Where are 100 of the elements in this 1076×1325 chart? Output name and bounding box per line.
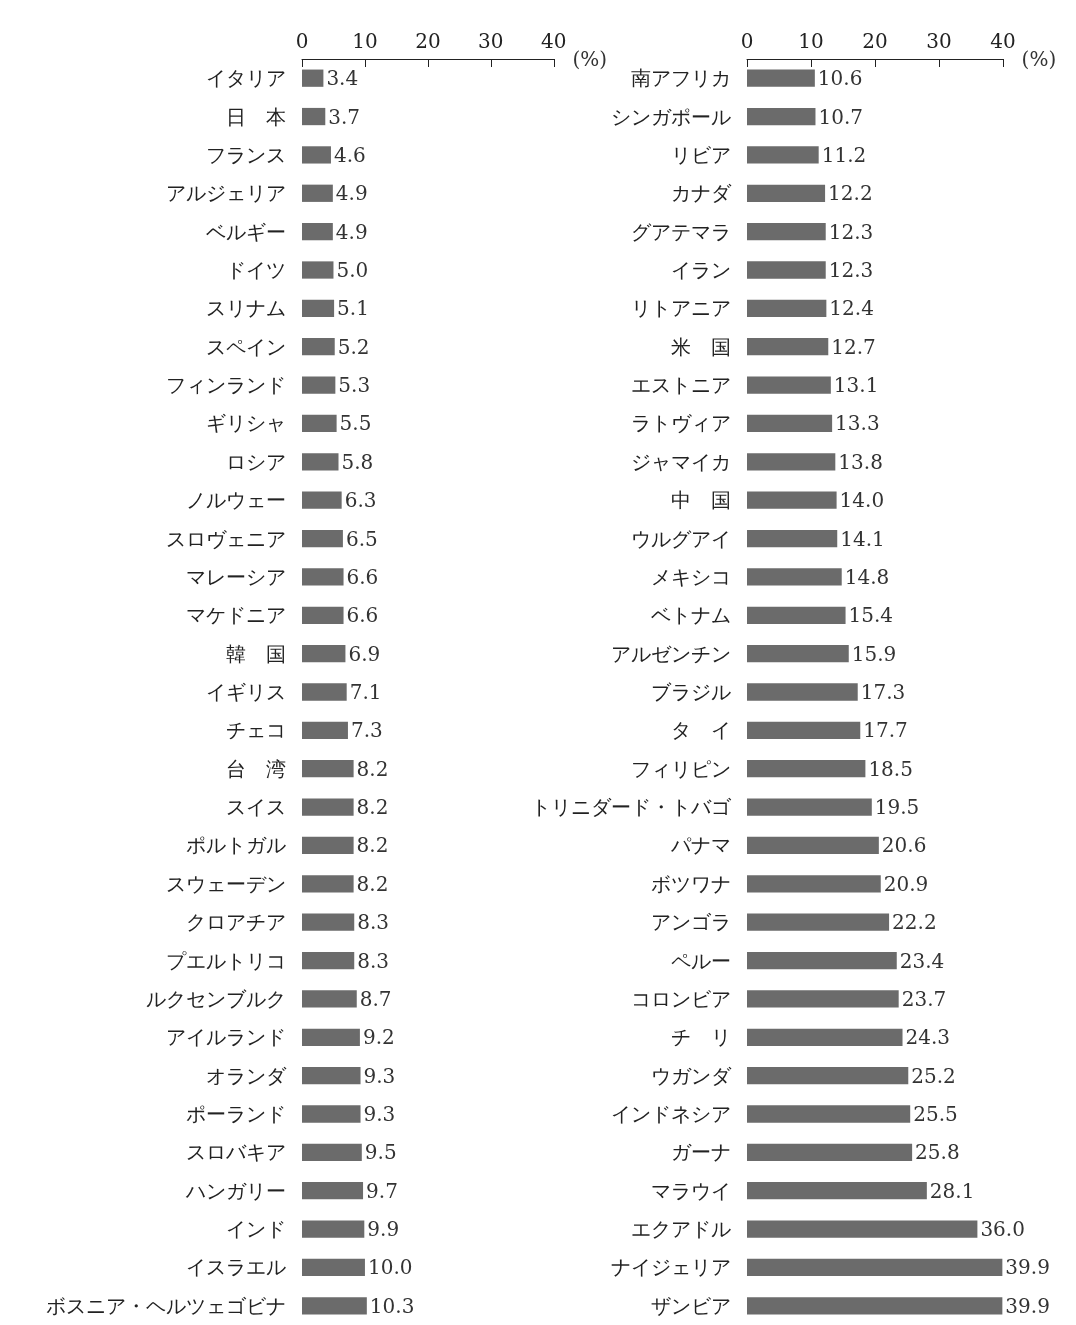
bar — [747, 299, 827, 317]
data-label: 8.3 — [357, 948, 390, 973]
y-tick-label: フィリピン — [631, 756, 731, 781]
bar — [302, 606, 344, 624]
bar — [302, 223, 333, 241]
x-tick-label: 40 — [541, 29, 567, 53]
y-tick-label: シンガポール — [611, 104, 731, 129]
bar — [302, 913, 355, 931]
y-tick-label: スロバキア — [186, 1140, 286, 1165]
data-label: 18.5 — [868, 756, 913, 781]
y-tick-label: ベトナム — [651, 603, 731, 628]
bar — [302, 1182, 364, 1200]
data-label: 12.2 — [828, 181, 873, 206]
x-tick-label: 20 — [415, 29, 441, 53]
bar — [747, 414, 833, 433]
data-label: 11.2 — [821, 142, 867, 167]
y-tick-label: ドイツ — [226, 258, 286, 282]
bar — [747, 107, 816, 126]
bar — [302, 491, 342, 509]
x-tick-label: 20 — [862, 29, 888, 53]
y-tick-label: マケドニア — [186, 603, 286, 628]
data-label: 9.3 — [363, 1063, 396, 1088]
data-label: 12.4 — [829, 296, 874, 321]
data-label: 17.7 — [863, 718, 908, 743]
bar — [747, 990, 899, 1008]
y-tick-label: アルジェリア — [166, 181, 286, 206]
bar — [747, 1105, 911, 1123]
bar — [302, 798, 354, 816]
bar — [302, 376, 336, 394]
bar — [747, 453, 836, 471]
y-tick-label: マラウイ — [651, 1178, 731, 1203]
y-tick-label: イタリア — [206, 66, 286, 91]
data-label: 8.7 — [359, 986, 392, 1011]
data-label: 5.0 — [336, 258, 369, 282]
y-tick-label: ウガンダ — [651, 1063, 732, 1088]
y-tick-label: ベルギー — [206, 219, 286, 244]
bar — [302, 1143, 362, 1161]
y-tick-label: エストニア — [631, 373, 731, 398]
bar — [302, 1105, 361, 1123]
data-label: 14.0 — [839, 488, 885, 513]
bar — [747, 1028, 903, 1046]
y-tick-label: インドネシア — [611, 1102, 731, 1126]
bar — [747, 760, 866, 778]
bar — [747, 645, 849, 663]
data-label: 9.5 — [364, 1140, 397, 1165]
y-tick-label: スペイン — [206, 334, 286, 359]
y-tick-label: コロンビア — [631, 986, 731, 1011]
y-tick-label: マレーシア — [186, 564, 286, 589]
data-label: 9.7 — [366, 1178, 398, 1203]
data-label: 12.7 — [831, 334, 876, 359]
y-tick-label: エクアドル — [631, 1217, 731, 1242]
bar — [302, 645, 346, 663]
x-tick-label: 0 — [740, 29, 754, 53]
y-tick-label: クロアチア — [186, 910, 286, 935]
y-tick-label: ナイジェリア — [611, 1255, 731, 1280]
y-tick-label: スイス — [226, 795, 286, 820]
data-label: 13.1 — [833, 373, 879, 398]
y-tick-label: アルゼンチン — [611, 641, 731, 666]
bar — [302, 107, 326, 126]
bar — [747, 683, 858, 701]
y-tick-label: アイルランド — [166, 1025, 286, 1050]
data-label: 4.9 — [335, 219, 368, 244]
bar — [302, 721, 348, 739]
data-label: 10.7 — [818, 104, 864, 129]
bar — [302, 338, 335, 356]
y-tick-label: フィンランド — [166, 373, 286, 398]
data-label: 12.3 — [828, 219, 874, 244]
data-label: 9.3 — [363, 1102, 396, 1126]
data-label: 5.5 — [339, 411, 372, 436]
bar — [747, 1143, 913, 1161]
data-label: 14.8 — [844, 564, 890, 589]
y-tick-label: ノルウェー — [186, 488, 286, 513]
bar — [302, 1028, 360, 1046]
bar — [747, 875, 881, 893]
bar — [302, 414, 337, 433]
data-label: 12.3 — [828, 258, 874, 282]
y-tick-label: 韓 国 — [226, 641, 286, 666]
bar — [747, 69, 815, 87]
data-label: 36.0 — [980, 1217, 1025, 1242]
data-label: 10.6 — [817, 66, 863, 91]
data-label: 24.3 — [905, 1025, 951, 1050]
x-tick-label: 40 — [990, 29, 1016, 53]
y-tick-label: ボツワナ — [651, 871, 731, 896]
data-label: 20.6 — [881, 833, 927, 858]
y-tick-label: チェコ — [226, 718, 286, 743]
data-label: 23.4 — [899, 948, 945, 973]
data-label: 25.8 — [915, 1140, 960, 1165]
bar — [302, 836, 354, 855]
data-label: 17.3 — [860, 680, 906, 704]
y-tick-label: プエルトリコ — [166, 948, 286, 973]
y-tick-label: イラン — [671, 258, 731, 282]
y-tick-label: ガーナ — [671, 1140, 731, 1165]
data-label: 22.2 — [892, 910, 937, 935]
x-tick-label: 30 — [926, 29, 952, 53]
bar — [747, 1182, 927, 1200]
y-tick-label: スリナム — [206, 296, 286, 321]
data-label: 9.2 — [362, 1025, 395, 1050]
data-label: 10.3 — [369, 1293, 415, 1318]
bar — [302, 951, 355, 970]
bar — [747, 376, 831, 394]
